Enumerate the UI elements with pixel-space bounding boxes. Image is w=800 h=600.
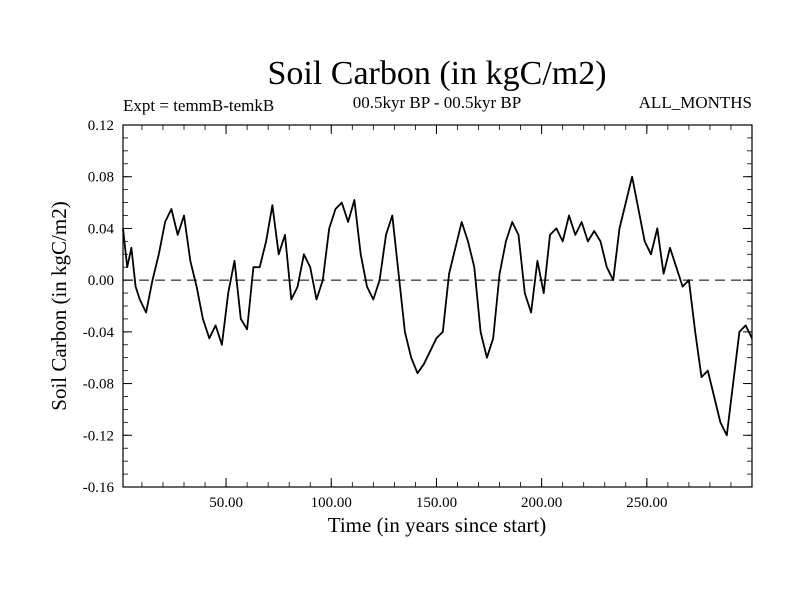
y-tick-label: 0.00 (88, 273, 114, 289)
x-tick-label: 50.00 (209, 495, 243, 511)
period-label: 00.5kyr BP - 00.5kyr BP (353, 93, 521, 112)
y-tick-label: -0.04 (83, 325, 115, 341)
months-label: ALL_MONTHS (639, 93, 752, 112)
series-line (122, 175, 753, 437)
experiment-label: Expt = temmB-temkB (123, 96, 274, 115)
y-axis-label: Soil Carbon (in kgC/m2) (47, 201, 71, 410)
x-tick-label: 100.00 (311, 495, 352, 511)
y-tick-label: 0.12 (88, 118, 114, 134)
plot-area: 0.12 0.08 0.04 0.00 -0.04 -0.08 -0.12 -0.16 50.0… (83, 118, 753, 511)
y-tick-label: -0.12 (83, 428, 114, 444)
y-tick-label: 0.04 (88, 221, 115, 237)
x-tick-label: 200.00 (521, 495, 562, 511)
x-axis-label: Time (in years since start) (328, 513, 547, 537)
plot-frame (122, 124, 753, 488)
x-tick-label: 250.00 (626, 495, 667, 511)
y-tick-label: -0.08 (83, 377, 114, 393)
y-tick-label: 0.08 (88, 170, 114, 186)
y-tick-label: -0.16 (83, 480, 115, 496)
chart-title: Soil Carbon (in kgC/m2) (267, 55, 606, 92)
x-tick-label: 150.00 (416, 495, 457, 511)
